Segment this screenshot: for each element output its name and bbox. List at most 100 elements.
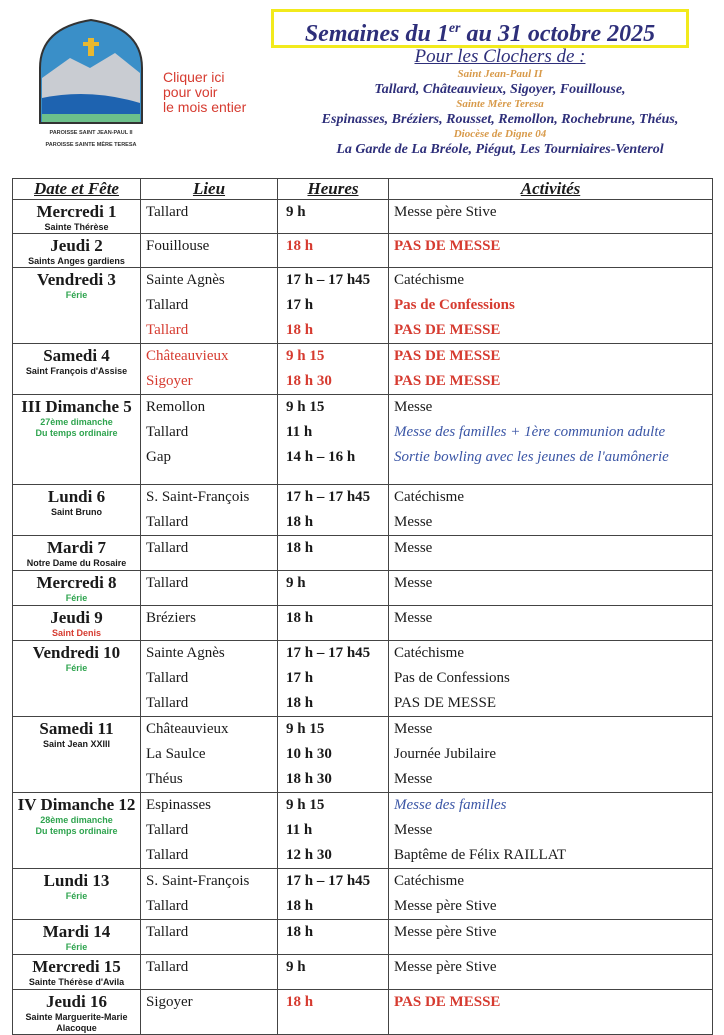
feast-label: Saint François d'Assise <box>25 366 128 376</box>
table-header: Date et Fête Lieu Heures Activités <box>12 178 713 200</box>
date-cell: Lundi 13 Férie <box>12 868 141 920</box>
table-row: Samedi 11 Saint Jean XXIII Châteauvieux La … <box>12 716 713 793</box>
heure: 17 h – 17 h45 <box>286 645 371 661</box>
heure: 9 h 15 <box>286 721 325 737</box>
activites-cell: PAS DE MESSE PAS DE MESSE <box>388 343 713 395</box>
lieu: Gap <box>146 449 171 465</box>
activites-cell: Catéchisme Messe <box>388 484 713 536</box>
day-label: Lundi 13 <box>43 871 110 890</box>
day-label: Samedi 11 <box>39 719 114 738</box>
activites-cell: Messe père Stive <box>388 954 713 990</box>
lieu-cell: Remollon Tallard Gap <box>140 394 278 485</box>
heure: 18 h <box>286 322 314 338</box>
activite: Messe <box>394 575 433 591</box>
date-cell: Jeudi 9 Saint Denis <box>12 605 141 641</box>
feast-label: Sainte Marguerite-Marie <box>25 1012 128 1022</box>
activite: PAS DE MESSE <box>394 348 501 364</box>
heures-cell: 9 h 15 11 h 12 h 30 <box>277 792 389 869</box>
header-activites: Activités <box>388 178 713 200</box>
lieu: Bréziers <box>146 610 196 626</box>
heures-cell: 9 h 15 11 h 14 h – 16 h <box>277 394 389 485</box>
feast-label: Férie <box>65 593 88 603</box>
table-row: Mercredi 8 Férie Tallard 9 h Messe <box>12 570 713 606</box>
feast-label: 28ème dimanche <box>40 815 113 825</box>
full-month-link[interactable]: Cliquer ici pour voir le mois entier <box>163 70 246 115</box>
lieu-cell: Tallard <box>140 919 278 955</box>
date-cell: Mardi 14 Férie <box>12 919 141 955</box>
lieu: S. Saint-François <box>146 489 250 505</box>
clochers-line: Tallard, Châteauvieux, Sigoyer, Fouillou… <box>374 82 626 97</box>
table-row: III Dimanche 5 27ème dimanche Du temps ord… <box>12 394 713 485</box>
lieu: Sigoyer <box>146 994 193 1010</box>
activite: Messe père Stive <box>394 204 497 220</box>
heure: 18 h <box>286 924 314 940</box>
table-row: Lundi 13 Férie S. Saint-François Tallard 17 … <box>12 868 713 920</box>
activite: Catéchisme <box>394 272 464 288</box>
lieu: Théus <box>146 771 183 787</box>
lieu: Tallard <box>146 847 189 863</box>
lieu-cell: Sainte Agnès Tallard Tallard <box>140 267 278 344</box>
clochers-line: La Garde de La Bréole, Piégut, Les Tourn… <box>336 142 664 157</box>
lieu-cell: Tallard <box>140 535 278 571</box>
header-heures: Heures <box>277 178 389 200</box>
activites-cell: PAS DE MESSE <box>388 233 713 268</box>
activite: Catéchisme <box>394 645 464 661</box>
lieu: S. Saint-François <box>146 873 250 889</box>
heures-cell: 18 h <box>277 919 389 955</box>
clochers-line: Espinasses, Bréziers, Rousset, Remollon,… <box>321 112 679 127</box>
lieu-cell: Tallard <box>140 199 278 234</box>
parish-name: Diocèse de Digne 04 <box>453 128 547 140</box>
heures-cell: 17 h – 17 h45 17 h 18 h <box>277 640 389 717</box>
lieu: Tallard <box>146 822 189 838</box>
day-label: Mercredi 1 <box>36 202 117 221</box>
activites-cell: Messe <box>388 535 713 571</box>
feast-label: Notre Dame du Rosaire <box>26 558 127 568</box>
day-label: Vendredi 3 <box>37 270 116 289</box>
activites-cell: Messe père Stive <box>388 919 713 955</box>
activite: PAS DE MESSE <box>394 373 501 389</box>
heures-cell: 18 h <box>277 233 389 268</box>
lieu-cell: S. Saint-François Tallard <box>140 484 278 536</box>
activite: PAS DE MESSE <box>394 238 501 254</box>
table-row: Vendredi 10 Férie Sainte Agnès Tallard Talla… <box>12 640 713 717</box>
link-line[interactable]: Cliquer ici <box>163 69 225 85</box>
link-line[interactable]: le mois entier <box>163 99 247 115</box>
heure: 17 h – 17 h45 <box>286 873 371 889</box>
title-post: au 31 octobre 2025 <box>460 21 656 47</box>
lieu-cell: Tallard <box>140 570 278 606</box>
feast-label: Saint Bruno <box>51 507 102 517</box>
heures-cell: 18 h <box>277 605 389 641</box>
lieu: Tallard <box>146 898 189 914</box>
table-row: Samedi 4 Saint François d'Assise Châteauvi… <box>12 343 713 395</box>
date-cell: Jeudi 2 Saints Anges gardiens <box>12 233 141 268</box>
lieu: Sainte Agnès <box>146 645 225 661</box>
activites-cell: Catéchisme Pas de Confessions PAS DE MESSE <box>388 640 713 717</box>
clochers-heading: Pour les Clochers de : <box>414 46 586 67</box>
lieu: Fouillouse <box>146 238 210 254</box>
heure: 18 h <box>286 610 314 626</box>
heure: 9 h <box>286 959 306 975</box>
date-cell: Mercredi 15 Sainte Thérèse d'Avila <box>12 954 141 990</box>
day-label: Mercredi 8 <box>36 573 117 592</box>
date-cell: III Dimanche 5 27ème dimanche Du temps ord… <box>12 394 141 485</box>
link-line[interactable]: pour voir <box>163 84 218 100</box>
feast-label: 27ème dimanche <box>40 417 113 427</box>
day-label: Mardi 14 <box>42 922 111 941</box>
activite: Messe père Stive <box>394 924 497 940</box>
heures-cell: 9 h <box>277 570 389 606</box>
heure: 9 h 15 <box>286 399 325 415</box>
day-label: Mardi 7 <box>46 538 107 557</box>
lieu-cell: Châteauvieux Sigoyer <box>140 343 278 395</box>
feast-label: Férie <box>65 290 88 300</box>
feast-label: Saint Denis <box>51 628 101 638</box>
activite: Pas de Confessions <box>394 670 510 686</box>
date-cell: Mercredi 1 Sainte Thérèse <box>12 199 141 234</box>
parish-logo: PAROISSE SAINT JEAN-PAUL II PAROISSE SAI… <box>39 18 143 148</box>
heures-cell: 9 h 15 10 h 30 18 h 30 <box>277 716 389 793</box>
parish-name: Sainte Mère Teresa <box>456 98 544 110</box>
lieu: Tallard <box>146 204 189 220</box>
lieu-cell: Espinasses Tallard Tallard <box>140 792 278 869</box>
activites-cell: Messe <box>388 570 713 606</box>
logo-text-1: PAROISSE SAINT JEAN-PAUL II <box>49 130 133 136</box>
day-label: Lundi 6 <box>47 487 106 506</box>
